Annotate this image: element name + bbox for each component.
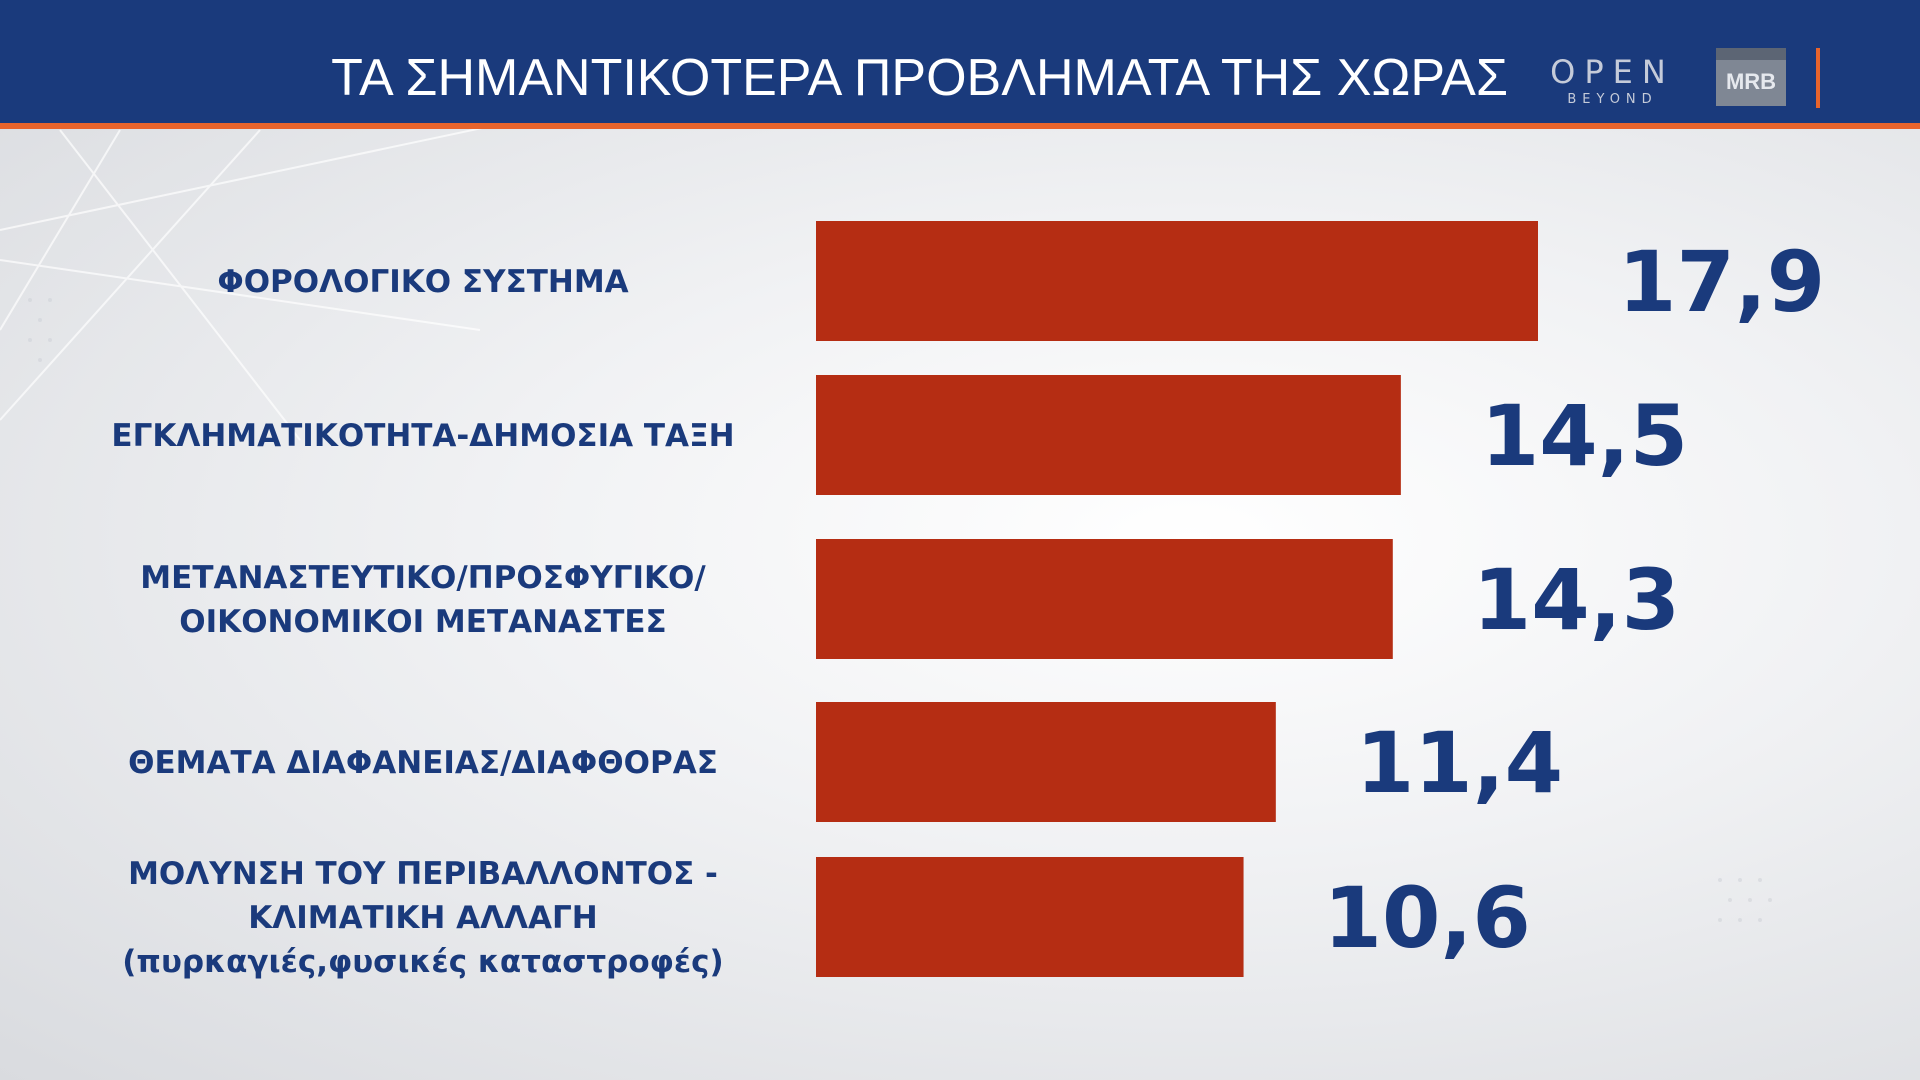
- mrb-logo: MRB: [1716, 48, 1786, 106]
- bar-2: [816, 375, 1401, 495]
- header-bar: ΤΑ ΣΗΜΑΝΤΙΚΟΤΕΡΑ ΠΡΟΒΛΗΜΑΤΑ ΤΗΣ ΧΩΡΑΣ OP…: [0, 0, 1920, 129]
- value-label-2: 14,5: [1481, 387, 1688, 485]
- page-title: ΤΑ ΣΗΜΑΝΤΙΚΟΤΕΡΑ ΠΡΟΒΛΗΜΑΤΑ ΤΗΣ ΧΩΡΑΣ: [331, 49, 1508, 107]
- value-label-1: 17,9: [1618, 233, 1825, 331]
- category-label-1: ΦΟΡΟΛΟΓΙΚΟ ΣΥΣΤΗΜΑ: [217, 264, 628, 300]
- category-label-line: (πυρκαγιές,φυσικές καταστροφές): [122, 944, 723, 980]
- category-label-line: ΜΟΛΥΝΣΗ ΤΟΥ ΠΕΡΙΒΑΛΛΟΝΤΟΣ -: [128, 856, 718, 892]
- open-beyond-logo-subtitle: BEYOND: [1567, 92, 1658, 107]
- category-label-2: ΕΓΚΛΗΜΑΤΙΚΟΤΗΤΑ-ΔΗΜΟΣΙΑ ΤΑΞΗ: [111, 418, 734, 454]
- category-label-line: ΚΛΙΜΑΤΙΚΗ ΑΛΛΑΓΗ: [248, 900, 598, 936]
- category-label-line: ΜΕΤΑΝΑΣΤΕΥΤΙΚΟ/ΠΡΟΣΦΥΓΙΚΟ/: [140, 560, 706, 596]
- bar-4: [816, 702, 1276, 822]
- value-label-5: 10,6: [1324, 869, 1531, 967]
- category-label-3: ΜΕΤΑΝΑΣΤΕΥΤΙΚΟ/ΠΡΟΣΦΥΓΙΚΟ/ΟΙΚΟΝΟΜΙΚΟΙ ΜΕ…: [140, 560, 706, 640]
- category-label-4: ΘΕΜΑΤΑ ΔΙΑΦΑΝΕΙΑΣ/ΔΙΑΦΘΟΡΑΣ: [128, 745, 718, 781]
- bar-5: [816, 857, 1244, 977]
- bar-1: [816, 221, 1538, 341]
- open-beyond-logo: OPEN: [1550, 53, 1675, 91]
- category-label-5: ΜΟΛΥΝΣΗ ΤΟΥ ΠΕΡΙΒΑΛΛΟΝΤΟΣ - ΚΛΙΜΑΤΙΚΗ ΑΛΛ…: [122, 856, 723, 980]
- category-label-line: ΕΓΚΛΗΜΑΤΙΚΟΤΗΤΑ-ΔΗΜΟΣΙΑ ΤΑΞΗ: [111, 418, 734, 454]
- mrb-logo-text: MRB: [1725, 69, 1777, 94]
- header-divider: [1816, 48, 1820, 108]
- bar-3: [816, 539, 1393, 659]
- category-label-line: ΘΕΜΑΤΑ ΔΙΑΦΑΝΕΙΑΣ/ΔΙΑΦΘΟΡΑΣ: [128, 745, 718, 781]
- category-label-line: ΦΟΡΟΛΟΓΙΚΟ ΣΥΣΤΗΜΑ: [217, 264, 628, 300]
- value-label-4: 11,4: [1356, 714, 1563, 812]
- value-label-3: 14,3: [1473, 551, 1680, 649]
- category-label-line: ΟΙΚΟΝΟΜΙΚΟΙ ΜΕΤΑΝΑΣΤΕΣ: [179, 604, 666, 640]
